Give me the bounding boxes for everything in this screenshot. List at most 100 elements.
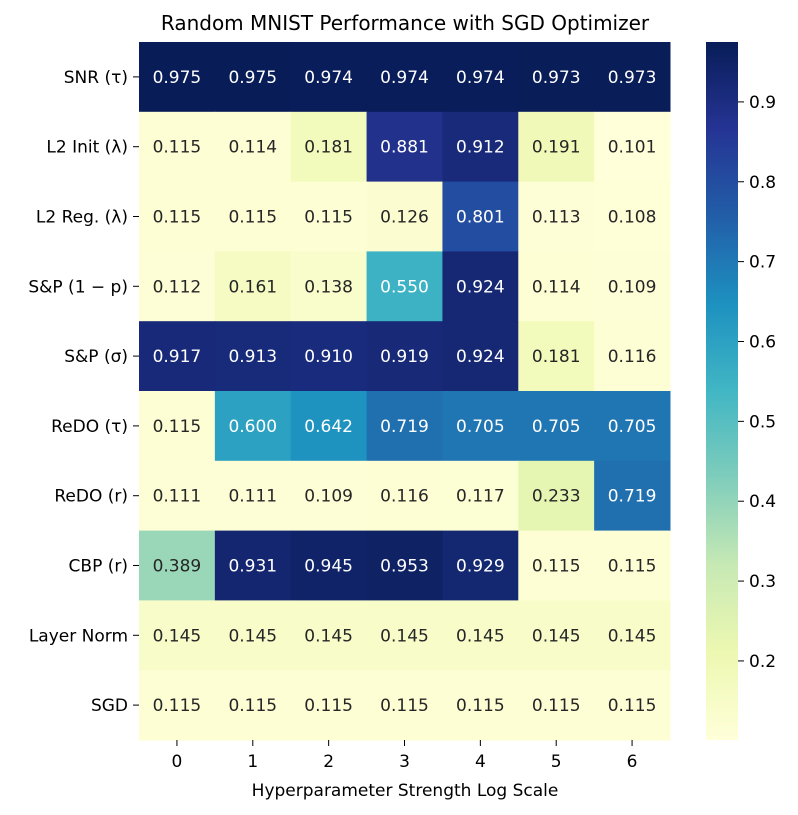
cell-value-label: 0.115 <box>228 208 277 228</box>
heatmap-cell <box>290 530 368 601</box>
cell-value-label: 0.389 <box>153 557 202 577</box>
heatmap-cell <box>594 391 671 462</box>
colorbar-tick-label: 0.7 <box>749 253 776 273</box>
heatmap-cell <box>139 181 216 252</box>
cell-value-label: 0.719 <box>608 487 657 507</box>
cell-value-label: 0.975 <box>153 68 202 88</box>
cell-value-label: 0.161 <box>228 277 277 297</box>
cell-value-label: 0.126 <box>380 208 429 228</box>
cell-value-label: 0.881 <box>380 138 429 158</box>
heatmap-cell <box>442 391 519 462</box>
colorbar-tick-label: 0.5 <box>749 412 776 432</box>
colorbar-gradient <box>706 42 738 740</box>
heatmap-cell <box>366 460 443 532</box>
cell-value-label: 0.600 <box>228 417 277 437</box>
colorbar: 0.2 0.3 0.4 0.5 0.6 0.7 0.8 0.9 <box>706 42 776 740</box>
cell-value-label: 0.115 <box>153 696 202 716</box>
cell-value-label: 0.181 <box>532 347 581 367</box>
cell-value-label: 0.181 <box>304 138 353 158</box>
cell-value-label: 0.974 <box>456 68 505 88</box>
heatmap-cell <box>214 391 292 462</box>
cell-value-label: 0.138 <box>304 277 353 297</box>
heatmap-cell <box>518 111 595 183</box>
x-tick-label: 1 <box>247 752 258 772</box>
cell-value-label: 0.945 <box>304 557 353 577</box>
heatmap-cell <box>290 111 368 183</box>
heatmap-cell <box>594 251 671 322</box>
y-tick-label: L2 Reg. (λ) <box>36 208 128 228</box>
heatmap-cell <box>518 251 595 322</box>
x-tick-label: 4 <box>475 752 486 772</box>
y-tick-label: Layer Norm <box>29 626 128 646</box>
cell-value-label: 0.953 <box>380 557 429 577</box>
heatmap-cell <box>366 530 443 601</box>
heatmap-cell <box>139 251 216 322</box>
cell-value-label: 0.913 <box>228 347 277 367</box>
heatmap-cell <box>442 321 519 392</box>
y-tick-label: CBP (r) <box>69 557 128 577</box>
cell-value-label: 0.145 <box>304 626 353 646</box>
heatmap-cell <box>518 181 595 252</box>
heatmap-cell <box>518 530 595 601</box>
heatmap-cell <box>594 460 671 532</box>
heatmap-cell <box>442 670 519 741</box>
heatmap-cell <box>214 600 292 671</box>
heatmap-cell <box>139 42 216 113</box>
cell-value-label: 0.917 <box>153 347 202 367</box>
heatmap-cell <box>518 321 595 392</box>
heatmap-cell <box>290 181 368 252</box>
heatmap-cell <box>290 42 368 113</box>
cell-value-label: 0.973 <box>608 68 657 88</box>
colorbar-tick-label: 0.2 <box>749 652 776 672</box>
cell-value-label: 0.145 <box>532 626 581 646</box>
heatmap-cell <box>214 530 292 601</box>
cell-value-label: 0.910 <box>304 347 353 367</box>
colorbar-tick-label: 0.8 <box>749 173 776 193</box>
cell-value-label: 0.115 <box>228 696 277 716</box>
heatmap-cell <box>594 670 671 741</box>
cell-value-label: 0.117 <box>456 487 505 507</box>
x-tick-label: 2 <box>323 752 334 772</box>
cell-value-label: 0.642 <box>304 417 353 437</box>
heatmap-cell <box>442 460 519 532</box>
heatmap-cell <box>442 111 519 183</box>
cell-value-label: 0.115 <box>608 557 657 577</box>
cell-value-label: 0.973 <box>532 68 581 88</box>
heatmap-cell <box>442 251 519 322</box>
heatmap-cell <box>366 670 443 741</box>
heatmap-cell <box>518 460 595 532</box>
heatmap-cell <box>290 251 368 322</box>
heatmap-cell <box>366 600 443 671</box>
heatmap-cell <box>442 600 519 671</box>
cell-value-label: 0.115 <box>456 696 505 716</box>
cell-value-label: 0.191 <box>532 138 581 158</box>
heatmap-cell <box>214 251 292 322</box>
cell-value-label: 0.145 <box>456 626 505 646</box>
y-tick-label: L2 Init (λ) <box>46 138 128 158</box>
heatmap-cell <box>518 670 595 741</box>
cell-value-label: 0.801 <box>456 208 505 228</box>
x-tick-labels: 0 1 2 3 4 5 6 <box>172 740 638 772</box>
cell-value-label: 0.974 <box>380 68 429 88</box>
heatmap-cell <box>139 670 216 741</box>
heatmap-cell <box>518 600 595 671</box>
heatmap-cell <box>214 321 292 392</box>
heatmap-cell <box>214 181 292 252</box>
cell-value-label: 0.114 <box>532 277 581 297</box>
y-tick-labels: SNR (τ) L2 Init (λ) L2 Reg. (λ) S&P (1 − p)… <box>28 68 139 716</box>
heatmap-cell <box>366 111 443 183</box>
cell-value-label: 0.115 <box>532 557 581 577</box>
cell-value-label: 0.115 <box>304 208 353 228</box>
cell-value-label: 0.145 <box>608 626 657 646</box>
cell-value-label: 0.924 <box>456 347 505 367</box>
y-tick-label: S&P (σ) <box>64 347 128 367</box>
cell-value-label: 0.115 <box>153 138 202 158</box>
heatmap-cell <box>594 530 671 601</box>
y-tick-label: ReDO (τ) <box>51 417 128 437</box>
heatmap-cell <box>290 460 368 532</box>
x-tick-label: 0 <box>172 752 183 772</box>
cell-value-label: 0.919 <box>380 347 429 367</box>
x-tick-label: 6 <box>627 752 638 772</box>
cell-value-label: 0.115 <box>532 696 581 716</box>
